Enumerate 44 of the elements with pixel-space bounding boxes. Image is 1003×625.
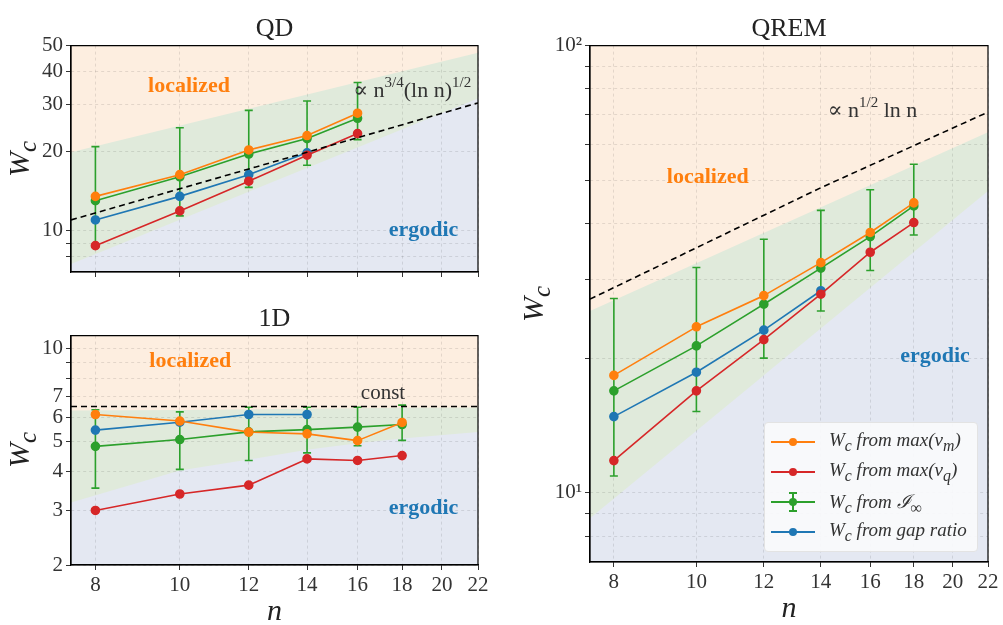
x-tick-label: 8	[90, 572, 101, 597]
chart-title: QREM	[751, 12, 827, 43]
annotation: ergodic	[388, 494, 459, 520]
x-tick-label: 18	[903, 569, 925, 594]
x-tick-label: 8	[608, 569, 620, 594]
x-tick-label: 18	[391, 572, 413, 597]
x-tick-label: 20	[942, 569, 964, 594]
x-tick-label: 14	[810, 569, 832, 594]
x-tick-label: 20	[431, 572, 453, 597]
y-tick-label: 30	[42, 90, 63, 115]
y-tick-label: 2	[52, 551, 63, 576]
x-tick-label: 22	[977, 569, 999, 594]
annotation: localized	[148, 72, 230, 98]
x-tick-label: 10	[685, 569, 707, 594]
y-tick-label: 10¹	[554, 479, 582, 504]
annotation: localized	[149, 346, 232, 372]
annotation: ergodic	[388, 216, 459, 242]
x-axis-title: n	[267, 593, 282, 625]
y-tick-label: 20	[42, 137, 63, 162]
x-tick-label: 22	[467, 572, 489, 597]
annotation: localized	[666, 162, 749, 188]
y-tick-label: 40	[42, 57, 63, 82]
x-tick-label: 12	[238, 572, 260, 597]
y-tick-label: 10	[42, 334, 63, 359]
y-tick-label: 50	[42, 32, 63, 57]
x-tick-label: 14	[296, 572, 319, 597]
annotation: ergodic	[900, 342, 971, 368]
chart-title: 1D	[258, 302, 291, 333]
x-tick-label: 12	[753, 569, 775, 594]
y-tick-label: 3	[52, 496, 63, 521]
legend-label: W$_{c}$ from max(v$_{m}$)	[829, 429, 961, 455]
chart-title: QD	[255, 12, 294, 43]
y-tick-label: 10	[42, 217, 63, 242]
y-tick-label: 5	[52, 428, 63, 453]
y-tick-label: 4	[52, 458, 64, 483]
x-tick-label: 16	[347, 572, 369, 597]
x-axis-title: n	[781, 590, 797, 624]
legend-label: W$_{c}$ from ℐ$_{∞}$	[829, 489, 922, 517]
y-tick-label: 10²	[554, 32, 582, 57]
legend-label: W$_{c}$ from max(v$_{q}$)	[829, 459, 958, 485]
legend-label: W$_{c}$ from gap ratio	[829, 519, 967, 545]
x-tick-label: 10	[169, 572, 191, 597]
ref-line-label: const	[360, 379, 406, 404]
x-tick-label: 16	[859, 569, 881, 594]
